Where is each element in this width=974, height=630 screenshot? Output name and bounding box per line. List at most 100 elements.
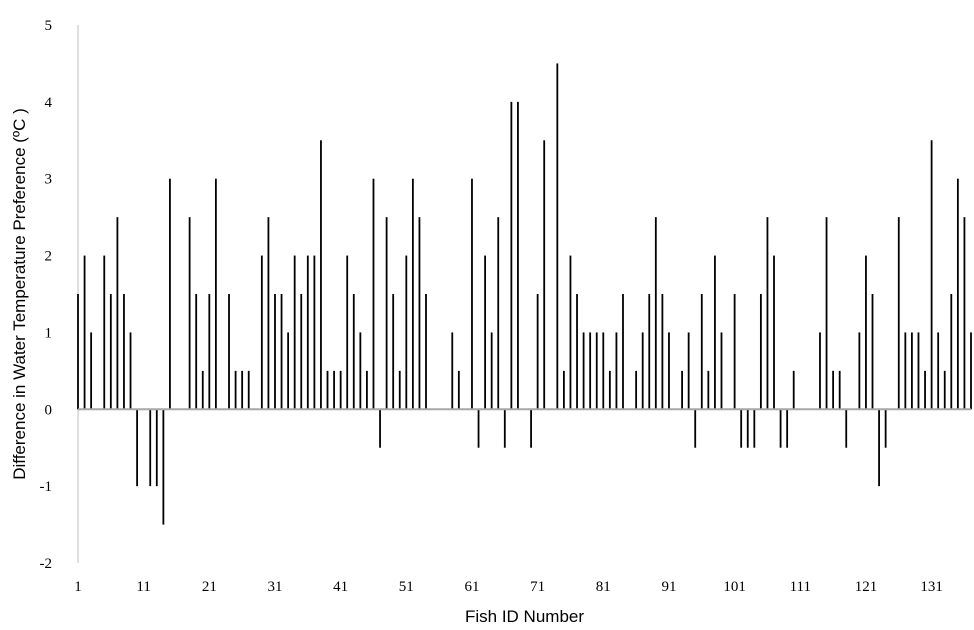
bar (392, 294, 395, 410)
bar (897, 217, 900, 410)
x-tick-label: 91 (661, 579, 676, 595)
x-tick-label: 41 (333, 579, 348, 595)
bar (267, 217, 270, 410)
bar (90, 332, 93, 410)
bar (313, 255, 316, 410)
bar (845, 409, 848, 448)
y-tick-label: 5 (45, 18, 53, 34)
bar (569, 255, 572, 410)
bar (911, 332, 913, 410)
bar (149, 409, 152, 487)
bar (287, 332, 290, 410)
bar (411, 178, 414, 410)
bar (116, 217, 119, 410)
bar (773, 255, 775, 410)
bar (162, 409, 165, 525)
bar (838, 370, 841, 410)
bar (320, 140, 322, 410)
bar (956, 178, 959, 410)
bar (556, 63, 559, 410)
bar (608, 370, 611, 410)
bar (641, 332, 644, 410)
bar (687, 332, 690, 410)
bar (530, 409, 532, 448)
bar (326, 370, 329, 410)
bar (635, 370, 638, 410)
bar (260, 255, 263, 410)
bar (766, 217, 769, 410)
y-tick-label: -2 (40, 556, 53, 572)
bar (779, 409, 782, 448)
bar (510, 101, 513, 410)
bar (280, 294, 283, 410)
x-tick-label: 131 (920, 579, 943, 595)
bar (654, 217, 657, 410)
bar (169, 178, 171, 410)
bar (707, 370, 710, 410)
bar (372, 178, 375, 410)
x-axis-ticks: 1 11 21 31 41 51 61 71 81 91 101 111 121 131 (74, 579, 943, 595)
x-tick-label: 111 (790, 579, 811, 595)
bar (622, 294, 624, 410)
bar (825, 217, 828, 410)
x-tick-label: 11 (136, 579, 150, 595)
bar (503, 409, 506, 448)
bar (661, 294, 664, 410)
bar (398, 370, 401, 410)
bar (930, 140, 933, 410)
x-axis-title: Fish ID Number (465, 607, 584, 626)
bar (418, 217, 421, 410)
bar (943, 370, 946, 410)
bar (425, 294, 427, 410)
bar (740, 409, 743, 448)
bar (234, 370, 237, 410)
bar (129, 332, 132, 410)
bar (274, 294, 276, 410)
bar (214, 178, 217, 410)
bar (832, 370, 835, 410)
bar (333, 370, 335, 410)
x-tick-label: 51 (399, 579, 414, 595)
bar (366, 370, 368, 410)
y-tick-label: 0 (45, 402, 53, 418)
bar (484, 255, 486, 410)
bar (247, 370, 250, 410)
bar (819, 332, 821, 410)
y-tick-label: 4 (45, 95, 53, 111)
bar (878, 409, 880, 487)
bar (241, 370, 244, 410)
x-tick-label: 81 (596, 579, 611, 595)
bar (306, 255, 309, 410)
bar (917, 332, 920, 410)
bar (733, 294, 736, 410)
bar (576, 294, 578, 410)
bar (352, 294, 355, 410)
x-tick-label: 121 (855, 579, 878, 595)
bar (300, 294, 303, 410)
y-tick-label: 1 (45, 325, 53, 341)
bar (109, 294, 112, 410)
bar (720, 332, 723, 410)
y-tick-label: -1 (40, 479, 53, 495)
bar (753, 409, 756, 448)
bar (963, 217, 966, 410)
bar (589, 332, 592, 410)
bar (668, 332, 670, 410)
bar (477, 409, 480, 448)
bar (457, 370, 460, 410)
bar (950, 294, 953, 410)
bar (602, 332, 605, 410)
bar (543, 140, 546, 410)
y-tick-label: 2 (45, 249, 53, 265)
bar (208, 294, 211, 410)
bar (195, 294, 198, 410)
bar (536, 294, 539, 410)
x-tick-label: 1 (74, 579, 82, 595)
bar (471, 178, 473, 410)
bar (858, 332, 861, 410)
bar (293, 255, 296, 410)
bar (786, 409, 789, 448)
bar (497, 217, 500, 410)
x-tick-label: 71 (530, 579, 545, 595)
bar (379, 409, 381, 448)
